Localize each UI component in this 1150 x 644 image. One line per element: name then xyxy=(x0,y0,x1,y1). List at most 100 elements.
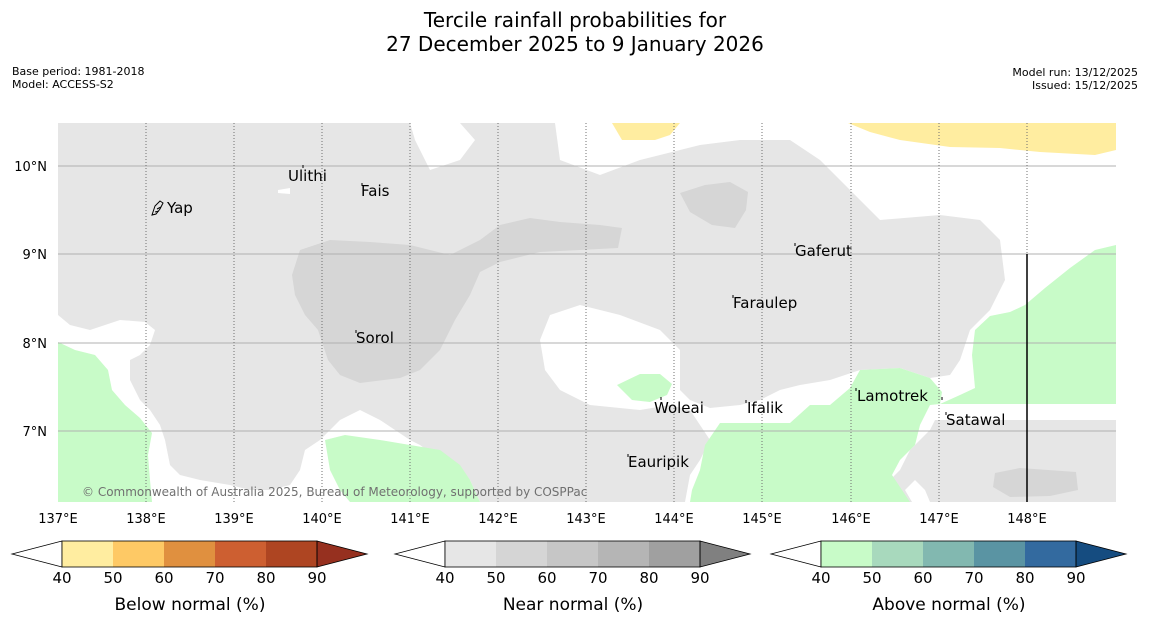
model-name: Model: ACCESS-S2 xyxy=(12,78,114,91)
place-fais: Fais xyxy=(361,182,390,200)
place-satawal: Satawal xyxy=(946,411,1005,429)
colorbar-outline xyxy=(61,540,318,568)
lon-label: 143°E xyxy=(566,512,606,527)
lon-label: 148°E xyxy=(1007,512,1047,527)
below-normal-region xyxy=(848,123,1116,155)
colorbar-min-arrow xyxy=(10,540,63,568)
lon-gridlines xyxy=(145,123,1028,502)
colorbar-outline xyxy=(444,540,701,568)
colorbar-title: Near normal (%) xyxy=(503,595,643,615)
above-normal-region xyxy=(58,342,152,502)
place-ulithi: Ulithi xyxy=(288,167,327,185)
above-normal-region xyxy=(690,245,1116,502)
title-line-1: Tercile rainfall probabilities for xyxy=(423,8,727,32)
colorbar-tick: 90 xyxy=(1066,569,1085,587)
meta-right: Model run: 13/12/2025 Issued: 15/12/2025 xyxy=(1012,66,1138,92)
white-pocket xyxy=(278,188,290,194)
lon-label: 141°E xyxy=(390,512,430,527)
colorbar-max-arrow xyxy=(699,540,752,568)
colorbar-above: 40 50 60 70 80 90 Above normal (%) xyxy=(769,540,1128,615)
near-normal-region xyxy=(58,123,1116,502)
place-lamotrek: Lamotrek xyxy=(857,387,928,405)
colorbar-segment xyxy=(598,541,649,567)
lat-label: 9°N xyxy=(23,248,48,263)
lat-axis: 10°N 9°N 8°N 7°N xyxy=(14,160,47,440)
colorbar-tick: 40 xyxy=(435,569,454,587)
lon-label: 140°E xyxy=(302,512,342,527)
colorbar-tick: 90 xyxy=(307,569,326,587)
colorbar-tick: 60 xyxy=(537,569,556,587)
colorbar-tick: 90 xyxy=(690,569,709,587)
near-normal-inner-region xyxy=(680,182,748,228)
colorbar-min-arrow xyxy=(769,540,822,568)
above-normal-region xyxy=(617,374,672,402)
colorbar-segment xyxy=(974,541,1025,567)
colorbar-segment xyxy=(1025,541,1076,567)
above-normal-region xyxy=(325,435,480,502)
place-yap: Yap xyxy=(166,199,193,217)
place-ifalik: Ifalik xyxy=(747,399,783,417)
colorbar-tick: 50 xyxy=(103,569,122,587)
colorbar-tick: 60 xyxy=(154,569,173,587)
copyright-credit: © Commonwealth of Australia 2025, Bureau… xyxy=(82,485,587,499)
colorbar-tick: 50 xyxy=(862,569,881,587)
colorbar-min-arrow xyxy=(393,540,446,568)
colorbar-segment xyxy=(547,541,598,567)
below-normal-region xyxy=(612,123,680,140)
lon-label: 146°E xyxy=(831,512,871,527)
map-title: Tercile rainfall probabilities for 27 De… xyxy=(0,8,1150,56)
colorbar-outline xyxy=(820,540,1077,568)
colorbar-segment xyxy=(62,541,113,567)
place-gaferut: Gaferut xyxy=(795,242,852,260)
lon-label: 147°E xyxy=(919,512,959,527)
colorbar-segment xyxy=(872,541,923,567)
lon-label: 144°E xyxy=(654,512,694,527)
meta-left: Base period: 1981-2018 Model: ACCESS-S2 xyxy=(12,65,144,91)
place-markers xyxy=(302,165,947,457)
colorbar-title: Above normal (%) xyxy=(872,595,1025,615)
map-area: Yap Ulithi Fais Gaferut Faraulep Sorol W… xyxy=(58,123,1116,502)
colorbar-segment xyxy=(496,541,547,567)
place-sorol: Sorol xyxy=(356,329,394,347)
colorbar-tick: 40 xyxy=(811,569,830,587)
colorbar-tick: 80 xyxy=(1015,569,1034,587)
lon-label: 137°E xyxy=(38,512,78,527)
place-eauripik: Eauripik xyxy=(628,453,689,471)
colorbar-segment xyxy=(821,541,872,567)
yap-island-icon xyxy=(151,200,164,216)
colorbar-tick: 80 xyxy=(256,569,275,587)
colorbar-segment xyxy=(215,541,266,567)
colorbar-tick: 80 xyxy=(639,569,658,587)
base-period: Base period: 1981-2018 xyxy=(12,65,145,78)
colorbar-tick: 60 xyxy=(913,569,932,587)
colorbar-segment xyxy=(649,541,700,567)
model-run: Model run: 13/12/2025 xyxy=(1012,66,1138,79)
colorbar-tick: 50 xyxy=(486,569,505,587)
place-woleai: Woleai xyxy=(654,399,704,417)
lon-label: 142°E xyxy=(478,512,518,527)
lon-axis: 137°E 138°E 139°E 140°E 141°E 142°E 143°… xyxy=(38,512,1047,527)
colorbar-segment xyxy=(445,541,496,567)
colorbar-max-arrow xyxy=(316,540,369,568)
colorbar-segment xyxy=(164,541,215,567)
colorbar-title: Below normal (%) xyxy=(115,595,266,615)
colorbar-tick: 70 xyxy=(588,569,607,587)
lat-label: 10°N xyxy=(14,160,47,175)
colorbar-tick: 70 xyxy=(964,569,983,587)
colorbar-segment xyxy=(266,541,317,567)
near-normal-inner-region xyxy=(292,218,622,383)
lon-label: 145°E xyxy=(742,512,782,527)
near-normal-inner-region xyxy=(993,468,1078,497)
colorbar-tick: 70 xyxy=(205,569,224,587)
lat-label: 8°N xyxy=(23,337,48,352)
colorbar-below: 40 50 60 70 80 90 Below normal (%) xyxy=(10,540,369,615)
colorbar-segment xyxy=(113,541,164,567)
place-faraulep: Faraulep xyxy=(733,294,797,312)
lon-label: 138°E xyxy=(126,512,166,527)
colorbar-segment xyxy=(923,541,974,567)
colorbar-tick: 40 xyxy=(52,569,71,587)
lat-label: 7°N xyxy=(23,425,48,440)
lon-label: 139°E xyxy=(214,512,254,527)
colorbar-max-arrow xyxy=(1075,540,1128,568)
